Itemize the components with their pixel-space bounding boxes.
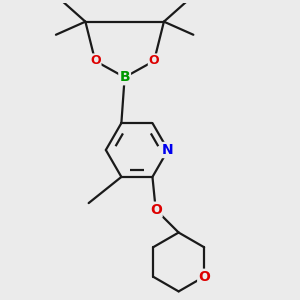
- Text: O: O: [90, 54, 101, 68]
- Text: B: B: [119, 70, 130, 84]
- Text: O: O: [150, 202, 162, 217]
- Text: O: O: [149, 54, 159, 68]
- Text: O: O: [198, 270, 210, 284]
- Text: N: N: [162, 143, 174, 157]
- Text: N: N: [162, 143, 174, 157]
